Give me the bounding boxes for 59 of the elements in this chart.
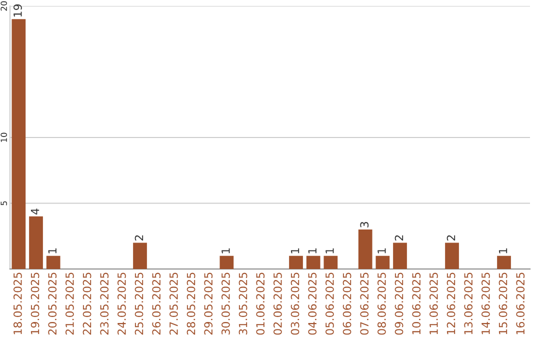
- bar: [133, 242, 147, 269]
- x-tick-label: 09.06.2025: [394, 272, 404, 335]
- bar: [358, 230, 372, 269]
- x-tick-label: 14.06.2025: [481, 272, 490, 334]
- bar: [12, 19, 26, 269]
- x-tick-label: 19.05.2025: [30, 272, 40, 334]
- x-tick-label: 10.06.2025: [412, 272, 421, 334]
- x-tick-label: 24.05.2025: [117, 272, 126, 335]
- x-tick-label: 15.06.2025: [498, 272, 508, 334]
- x-tick-label: 16.06.2025: [516, 272, 525, 334]
- bar: [46, 256, 60, 269]
- bar: [376, 256, 390, 269]
- bar: [29, 216, 43, 269]
- x-tick-label: 12.06.2025: [446, 272, 456, 334]
- x-tick-label: 27.05.2025: [169, 272, 178, 335]
- bar: [306, 256, 320, 269]
- x-tick-label: 04.06.2025: [308, 272, 317, 335]
- data-label: 2: [446, 235, 456, 240]
- x-tick-label: 28.05.2025: [186, 272, 196, 335]
- y-tick-label: 5: [0, 201, 7, 206]
- data-label: 1: [378, 248, 386, 254]
- x-tick-label: 08.06.2025: [377, 272, 386, 335]
- x-tick-label: 13.06.2025: [464, 272, 473, 334]
- data-label: 1: [326, 248, 334, 254]
- x-tick-label: 31.05.2025: [238, 272, 248, 335]
- x-tick-label: 03.06.2025: [290, 272, 300, 335]
- x-tick-label: 18.05.2025: [13, 272, 22, 334]
- y-tick-label: 10: [0, 132, 7, 142]
- data-label: 2: [134, 235, 144, 240]
- x-tick-label: 29.05.2025: [204, 272, 213, 335]
- bar: [289, 256, 303, 269]
- x-tick-label: 25.05.2025: [134, 272, 144, 335]
- bar: [393, 242, 407, 269]
- y-tick-label: 20: [0, 1, 7, 11]
- data-label: 19: [13, 4, 22, 17]
- data-label: 1: [290, 248, 300, 254]
- data-label: 1: [308, 248, 316, 254]
- x-tick-label: 01.06.2025: [256, 272, 265, 335]
- x-tick-label: 02.06.2025: [273, 272, 282, 335]
- x-tick-label: 23.05.2025: [100, 272, 109, 335]
- data-label: 2: [394, 235, 404, 240]
- x-tick-label: 30.05.2025: [221, 272, 230, 335]
- data-label: 1: [48, 248, 56, 254]
- x-tick-label: 22.05.2025: [82, 272, 92, 335]
- bar: [220, 256, 234, 269]
- bar: [324, 256, 338, 269]
- x-tick-label: 06.06.2025: [342, 272, 352, 335]
- bar: [497, 256, 511, 269]
- bar: [445, 242, 459, 269]
- data-label: 3: [360, 222, 369, 228]
- data-label: 1: [498, 248, 508, 254]
- x-tick-label: 20.05.2025: [48, 272, 57, 335]
- x-tick-label: 05.06.2025: [325, 272, 334, 335]
- x-tick-label: 21.05.2025: [65, 272, 74, 335]
- x-tick-label: 11.06.2025: [429, 272, 438, 334]
- x-tick-label: 07.06.2025: [360, 272, 369, 335]
- x-tick-label: 26.05.2025: [152, 272, 161, 335]
- data-label: 1: [222, 248, 230, 254]
- data-label: 4: [30, 208, 40, 214]
